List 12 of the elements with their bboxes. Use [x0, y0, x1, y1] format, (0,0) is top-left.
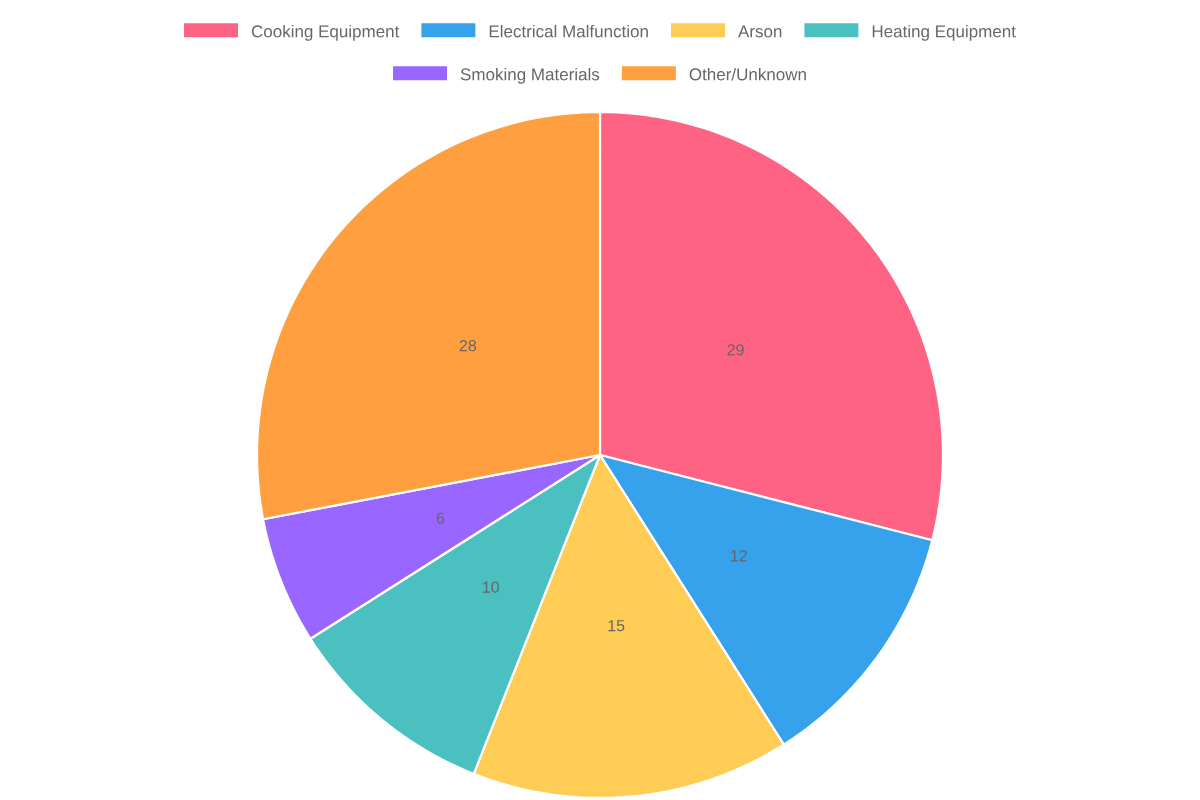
data-label: 10 [483, 581, 499, 593]
data-label: 15 [608, 620, 625, 632]
legend-label: Electrical Malfunction [489, 24, 648, 38]
data-label: 12 [731, 550, 747, 562]
data-label: 6 [436, 512, 445, 524]
legend-label: Other/Unknown [689, 67, 806, 81]
data-label: 28 [459, 340, 477, 352]
legend-label: Heating Equipment [872, 24, 1016, 41]
legend-label: Smoking Materials [460, 67, 600, 84]
legend-label: Arson [738, 25, 782, 38]
data-label: 29 [727, 344, 744, 356]
legend-label: Cooking Equipment [251, 24, 400, 41]
